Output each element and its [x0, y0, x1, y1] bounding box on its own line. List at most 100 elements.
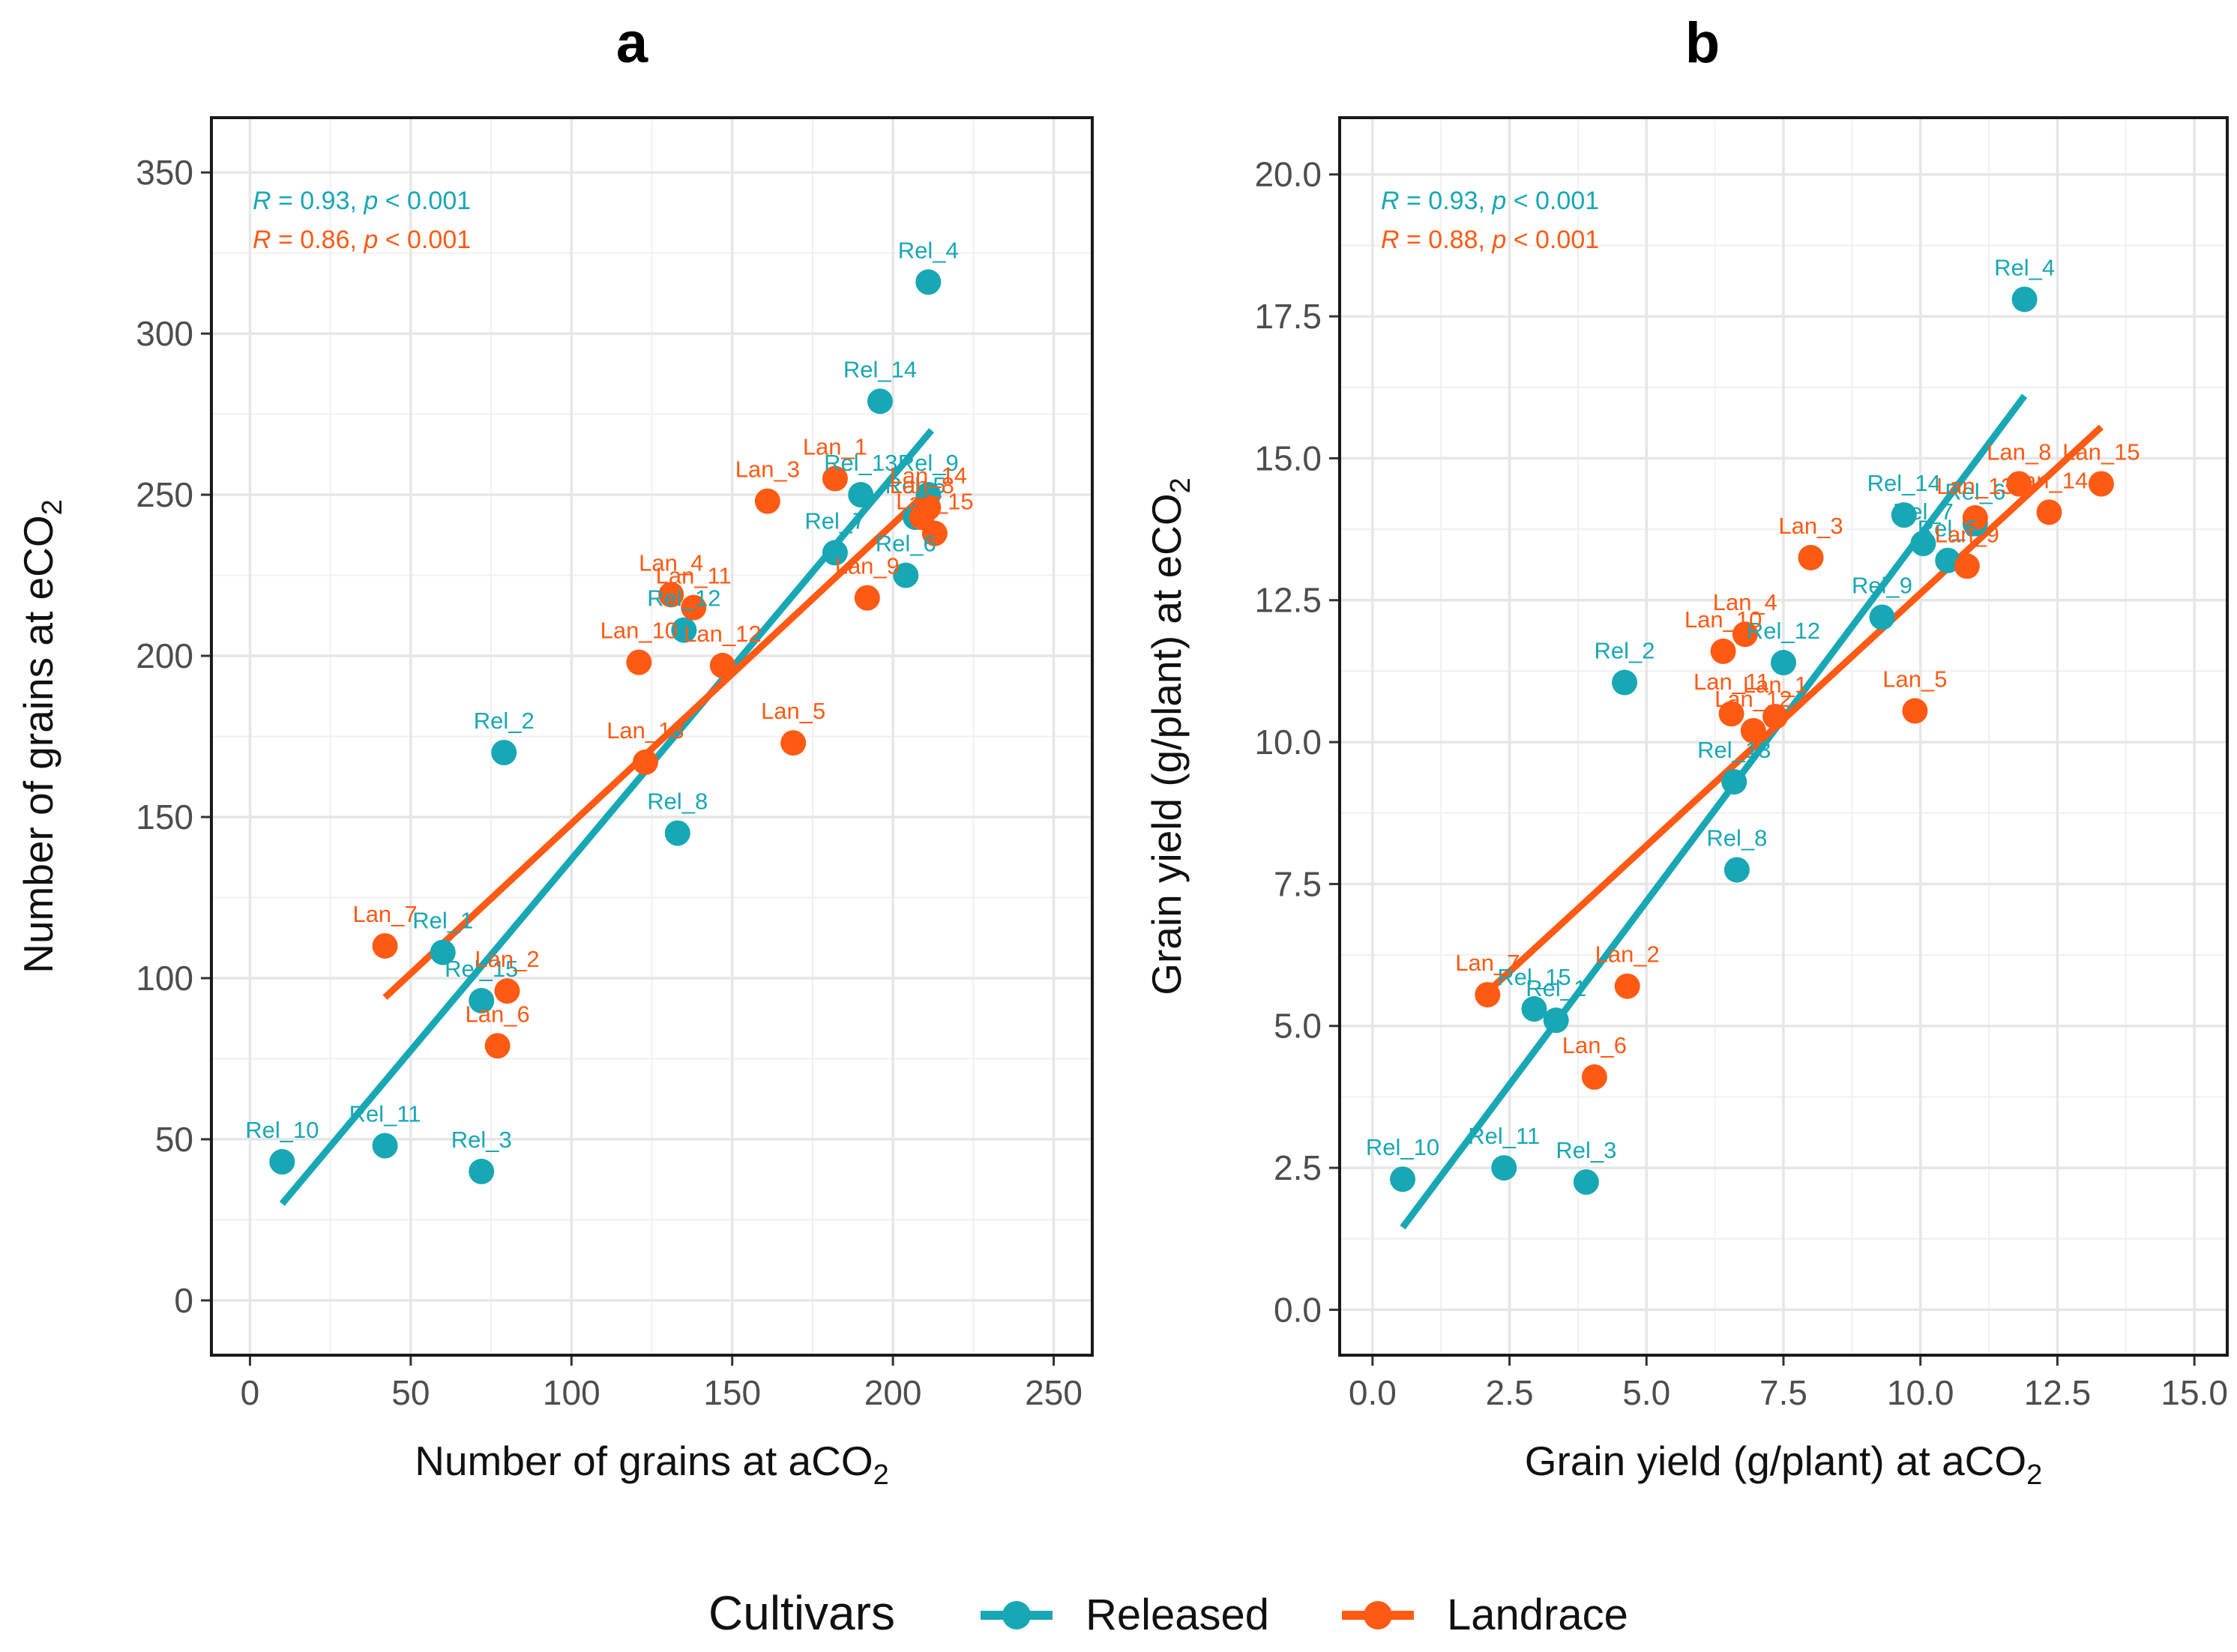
point-label-rel-4: Rel_4	[898, 237, 959, 263]
point-lan-2	[1614, 973, 1640, 999]
point-label-lan-6: Lan_6	[466, 1001, 530, 1027]
y-tick-label: 300	[136, 314, 193, 353]
point-label-lan-10: Lan_10	[1684, 606, 1762, 633]
x-tick-label: 0.0	[1349, 1373, 1397, 1412]
point-label-rel-10: Rel_10	[245, 1117, 319, 1143]
point-label-rel-2: Rel_2	[474, 708, 535, 734]
point-lan-2	[494, 978, 520, 1004]
point-label-rel-1: Rel_1	[412, 908, 473, 934]
point-label-lan-4: Lan_4	[1713, 589, 1777, 615]
point-label-rel-11: Rel_11	[1468, 1123, 1540, 1149]
point-rel-2	[1612, 669, 1638, 696]
point-lan-12	[1740, 717, 1766, 744]
y-tick-label: 0	[174, 1281, 193, 1320]
panel-a: 0 50 100 150 200 250 0 50 100 150 200 250 300 350 Rel_…	[15, 116, 1094, 1491]
panel-frame	[210, 116, 1094, 1357]
point-rel-11	[372, 1133, 398, 1159]
stat-landrace: R = 0.88, p < 0.001	[1381, 226, 1599, 254]
point-label-lan-9: Lan_9	[1935, 521, 1999, 547]
point-label-lan-3: Lan_3	[735, 456, 800, 483]
x-tick-label: 12.5	[2024, 1373, 2092, 1412]
y-axis-title: Number of grains at eCO2	[15, 499, 68, 974]
point-label-lan-10: Lan_10	[600, 618, 678, 644]
y-tick-label: 100	[136, 959, 193, 998]
point-label-rel-7: Rel_7	[804, 507, 865, 534]
point-lan-7	[372, 932, 398, 959]
point-label-rel-6: Rel_6	[1945, 478, 2005, 504]
point-lan-15	[921, 520, 948, 546]
y-tick-label: 200	[136, 636, 193, 675]
point-label-lan-2: Lan_2	[1595, 941, 1660, 968]
point-label-rel-14: Rel_14	[1867, 470, 1941, 496]
point-label-lan-8: Lan_8	[1987, 438, 2051, 465]
point-label-rel-12: Rel_12	[647, 585, 720, 612]
point-lan-1	[1762, 703, 1789, 729]
point-label-lan-4: Lan_4	[639, 549, 703, 576]
point-lan-15	[2088, 471, 2114, 497]
stat-released: R = 0.93, p < 0.001	[253, 187, 471, 215]
point-label-lan-15: Lan_15	[2062, 438, 2140, 465]
point-rel-13	[1721, 769, 1747, 795]
point-label-lan-14: Lan_14	[890, 462, 967, 489]
y-tick-label: 50	[155, 1120, 193, 1159]
x-tick-label: 250	[1025, 1373, 1083, 1412]
point-label-lan-12: Lan_12	[684, 621, 761, 647]
point-label-lan-12: Lan_12	[1714, 686, 1792, 712]
point-label-rel-6: Rel_6	[876, 531, 936, 557]
x-axis-title: Number of grains at aCO2	[415, 1438, 889, 1491]
point-rel-1	[1543, 1007, 1569, 1034]
point-rel-10	[269, 1149, 295, 1175]
point-lan-3	[1798, 544, 1824, 570]
point-rel-6	[893, 562, 919, 588]
point-lan-6	[484, 1033, 511, 1059]
stat-landrace: R = 0.86, p < 0.001	[253, 226, 471, 254]
point-lan-10	[626, 649, 652, 675]
fit-line-released	[279, 428, 935, 1206]
point-label-rel-9: Rel_9	[898, 450, 959, 476]
point-label-lan-7: Lan_7	[1455, 950, 1520, 976]
point-rel-10	[1390, 1166, 1416, 1193]
point-lan-7	[1475, 982, 1501, 1008]
point-label-lan-1: Lan_1	[1743, 672, 1807, 698]
y-tick-label: 250	[136, 475, 193, 514]
point-label-rel-3: Rel_3	[451, 1127, 512, 1153]
point-label-lan-5: Lan_5	[761, 698, 825, 724]
x-tick-label: 100	[543, 1373, 600, 1412]
point-label-lan-1: Lan_1	[803, 434, 867, 460]
point-lan-11	[1718, 701, 1744, 727]
y-tick-label: 350	[136, 153, 193, 192]
legend-label-released: Released	[1086, 1591, 1269, 1639]
y-tick-label: 7.5	[1274, 864, 1322, 903]
point-rel-4	[2011, 286, 2038, 313]
point-label-lan-8: Lan_8	[890, 472, 954, 498]
point-label-lan-2: Lan_2	[475, 946, 539, 972]
point-lan-9	[1954, 553, 1980, 579]
x-tick-label: 50	[391, 1373, 430, 1412]
point-rel-14	[867, 388, 893, 414]
point-rel-13	[848, 482, 874, 508]
fit-line-landrace	[1485, 424, 2104, 995]
panel-frame	[1338, 116, 2229, 1357]
point-label-rel-15: Rel_15	[1497, 964, 1571, 990]
y-tick-label: 2.5	[1274, 1148, 1322, 1187]
point-lan-5	[1902, 698, 1928, 724]
point-label-rel-15: Rel_15	[445, 956, 518, 982]
point-label-rel-3: Rel_3	[1556, 1137, 1616, 1163]
point-rel-11	[1491, 1155, 1517, 1181]
x-axis-title: Grain yield (g/plant) at aCO2	[1525, 1438, 2043, 1491]
point-label-rel-8: Rel_8	[1706, 825, 1767, 851]
point-label-lan-11: Lan_11	[656, 563, 732, 589]
point-lan-13	[1962, 504, 1988, 531]
point-rel-7	[1910, 531, 1936, 557]
y-tick-label: 15.0	[1254, 438, 1322, 477]
legend-key-point-landrace	[1364, 1601, 1392, 1630]
point-rel-15	[469, 988, 495, 1014]
point-label-lan-5: Lan_5	[1882, 666, 1947, 692]
point-label-rel-10: Rel_10	[1366, 1134, 1439, 1160]
panel-b: 0.0 2.5 5.0 7.5 10.0 12.5 15.0 0.0 2.5 5.0 7.5 10.0…	[1143, 116, 2229, 1491]
stat-released: R = 0.93, p < 0.001	[1381, 187, 1599, 215]
point-rel-2	[491, 739, 517, 765]
point-label-rel-5: Rel_5	[885, 472, 946, 498]
point-lan-5	[780, 730, 807, 756]
